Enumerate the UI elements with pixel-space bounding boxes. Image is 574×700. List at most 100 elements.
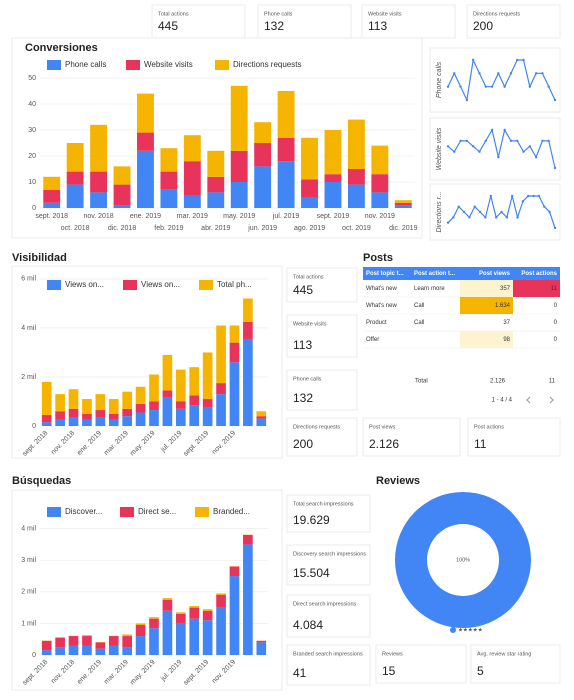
slice-label: 100% xyxy=(456,557,470,563)
line-point xyxy=(547,85,550,88)
bar-segment xyxy=(277,91,295,138)
bar-segment xyxy=(175,612,186,614)
bar-segment xyxy=(243,321,253,339)
y-tick-label: 2 mil xyxy=(21,589,36,596)
card-value: 2.126 xyxy=(369,437,399,451)
bar-segment xyxy=(82,399,92,414)
x-tick-label: mar. 2019 xyxy=(177,213,208,220)
line-point xyxy=(528,85,532,88)
card-label: Total actions xyxy=(293,274,324,280)
line-point xyxy=(459,85,462,88)
panel xyxy=(286,314,358,358)
y-tick-label: 1 mil xyxy=(21,620,36,627)
legend-swatch xyxy=(450,627,456,633)
card-label: Directions requests xyxy=(293,424,340,430)
panel xyxy=(11,265,283,459)
bar-segment xyxy=(113,205,131,208)
legend-swatch xyxy=(126,60,140,70)
panel xyxy=(466,4,561,39)
bar-segment xyxy=(229,576,240,655)
chart-title: Directions r... xyxy=(436,191,443,232)
line-point xyxy=(478,72,481,75)
table-cell: Learn more xyxy=(414,286,445,292)
bar-segment xyxy=(135,412,146,426)
prev-button[interactable] xyxy=(526,396,531,404)
card-label: Branded search impressions xyxy=(293,651,363,657)
bar-segment xyxy=(43,189,61,203)
bar-segment xyxy=(256,418,267,426)
line-point xyxy=(490,85,494,88)
legend-label: Directions requests xyxy=(233,60,301,69)
y-tick-label: 30 xyxy=(28,127,36,134)
line-point xyxy=(541,139,544,143)
legend-label: Views on... xyxy=(65,280,104,289)
total-value: 11 xyxy=(549,379,556,385)
bar-segment xyxy=(162,390,173,398)
card-value: 11 xyxy=(474,437,487,451)
panel xyxy=(286,494,371,533)
bar-segment xyxy=(254,122,272,143)
card-value: 113 xyxy=(368,19,387,33)
bar-segment xyxy=(68,389,79,409)
panel xyxy=(286,594,371,638)
table-cell: 0 xyxy=(554,303,558,309)
x-tick-label: feb. 2019 xyxy=(154,225,183,232)
card-label: Total search impressions xyxy=(293,501,354,507)
line-point xyxy=(471,145,475,148)
bar-segment xyxy=(189,607,200,619)
legend-label: ★★★★★ xyxy=(458,626,483,633)
bar-segment xyxy=(137,93,154,133)
legend-label: Website visits xyxy=(144,60,193,69)
x-tick-label: jul. 2019 xyxy=(272,213,300,220)
card-label: Direct search impressions xyxy=(293,601,357,607)
line-point xyxy=(522,150,525,153)
bar-segment xyxy=(202,399,213,408)
y-tick-label: 6 mil xyxy=(21,276,36,283)
line-point xyxy=(500,210,503,214)
table-cell: 37 xyxy=(503,320,510,326)
line-point xyxy=(503,128,506,132)
bar-segment xyxy=(202,610,213,621)
panel xyxy=(286,417,358,457)
pie-slice xyxy=(395,492,531,628)
card-value: 41 xyxy=(293,666,307,680)
bar-segment xyxy=(137,132,154,151)
line-point xyxy=(548,210,551,214)
bar-segment xyxy=(68,417,79,426)
bar-segment xyxy=(66,143,84,172)
bar-segment xyxy=(202,407,213,426)
card-value: 200 xyxy=(473,19,493,33)
bar-segment xyxy=(229,566,240,577)
line-point xyxy=(484,85,487,88)
bar-segment xyxy=(108,645,119,655)
bar-segment xyxy=(95,642,106,649)
cell-bg xyxy=(460,331,513,348)
section-title: Posts xyxy=(363,252,393,264)
bar-segment xyxy=(216,607,226,655)
panel xyxy=(429,117,561,181)
line-point xyxy=(490,128,494,132)
bar-segment xyxy=(324,130,342,175)
chart-title: Visibilidad xyxy=(12,252,67,264)
bar-segment xyxy=(256,640,267,643)
line-point xyxy=(511,194,514,198)
column-header: Post action t... xyxy=(414,271,455,277)
line-point xyxy=(541,72,544,75)
bar-segment xyxy=(162,610,173,655)
legend-swatch xyxy=(47,507,61,517)
x-tick-label: dic. 2018 xyxy=(108,225,137,232)
card-value: 445 xyxy=(158,19,178,33)
bar-segment xyxy=(149,628,159,655)
next-button[interactable] xyxy=(549,396,554,404)
panel xyxy=(257,4,352,39)
line-point xyxy=(534,72,538,75)
line-point xyxy=(453,72,456,75)
table-cell: Call xyxy=(414,303,424,309)
panel xyxy=(11,489,283,691)
line-point xyxy=(509,72,513,75)
x-tick-label: may. 2019 xyxy=(223,213,255,220)
card-label: Post views xyxy=(369,424,396,430)
bar-segment xyxy=(183,161,201,195)
bar-segment xyxy=(277,137,295,162)
